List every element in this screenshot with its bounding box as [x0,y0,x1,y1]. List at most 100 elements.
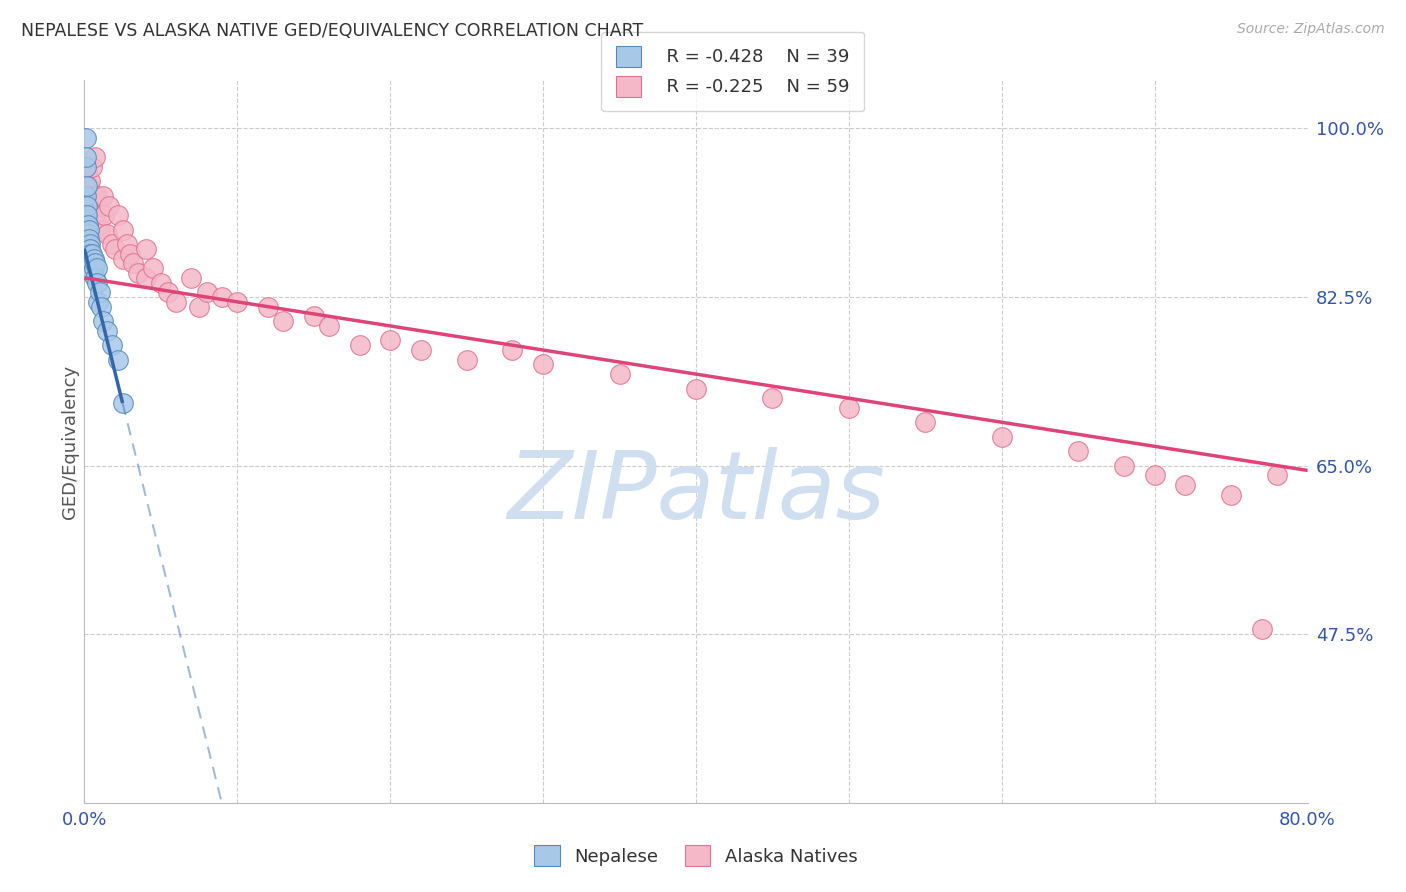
Point [165,294,187,309]
Point [97,198,120,212]
Point [77,198,100,212]
Point [76,222,98,236]
Point [80,256,103,270]
Point [531,358,554,372]
Point [86,276,108,290]
Point [84,270,107,285]
Point [91,314,114,328]
Point [188,300,211,314]
Point [122,256,145,270]
Point [211,290,233,304]
Point [1265,468,1288,483]
Point [75,150,97,164]
Point [76,218,98,232]
Point [1114,458,1136,473]
Point [75,208,97,222]
Point [83,189,105,203]
Point [79,261,101,276]
Point [84,150,107,164]
Point [456,352,478,367]
Point [87,294,110,309]
Point [75,160,97,174]
Point [318,318,340,333]
Point [90,300,112,314]
Point [101,237,124,252]
Point [83,261,105,276]
Point [135,242,157,256]
Point [380,334,402,348]
Point [409,343,432,357]
Point [77,242,100,256]
Point [76,165,98,179]
Point [86,261,108,276]
Point [226,294,249,309]
Point [609,367,631,381]
Point [502,343,524,357]
Point [195,285,218,300]
Point [79,174,101,188]
Point [89,285,111,300]
Point [104,242,127,256]
Text: NEPALESE VS ALASKA NATIVE GED/EQUIVALENCY CORRELATION CHART: NEPALESE VS ALASKA NATIVE GED/EQUIVALENC… [21,22,644,40]
Point [115,237,138,252]
Point [1174,478,1197,492]
Point [1067,444,1090,458]
Point [135,270,157,285]
Point [75,160,97,174]
Point [120,246,142,260]
Point [96,324,118,338]
Point [838,401,860,415]
Point [77,179,100,194]
Point [142,261,165,276]
Text: ZIPatlas: ZIPatlas [508,447,884,538]
Point [914,415,936,429]
Point [86,189,108,203]
Point [111,252,134,266]
Point [76,198,98,212]
Point [83,252,105,266]
Point [101,338,124,352]
Point [991,430,1014,444]
Text: Source: ZipAtlas.com: Source: ZipAtlas.com [1237,22,1385,37]
Point [685,382,707,396]
Point [79,237,101,252]
Point [93,208,115,222]
Point [257,300,280,314]
Point [761,391,783,405]
Point [107,352,129,367]
Legend: Nepalese, Alaska Natives: Nepalese, Alaska Natives [520,830,872,880]
Point [77,222,100,236]
Point [107,208,129,222]
Point [79,256,101,270]
Point [77,227,100,242]
Point [84,256,107,270]
Point [127,266,149,280]
Y-axis label: GED/Equivalency: GED/Equivalency [62,365,80,518]
Point [271,314,294,328]
Point [157,285,180,300]
Point [80,246,103,260]
Point [349,338,371,352]
Point [96,227,118,242]
Point [84,208,107,222]
Point [80,266,103,280]
Point [111,222,134,236]
Point [80,160,103,174]
Point [75,189,97,203]
Point [180,270,202,285]
Point [1250,623,1272,637]
Point [302,310,325,324]
Point [87,218,110,232]
Point [79,246,101,260]
Point [77,252,100,266]
Point [111,396,134,410]
Point [1143,468,1166,483]
Point [1220,487,1243,501]
Point [75,131,97,145]
Point [76,218,98,232]
Point [76,208,98,222]
Point [77,232,100,246]
Point [91,189,114,203]
Point [89,222,111,236]
Point [149,276,172,290]
